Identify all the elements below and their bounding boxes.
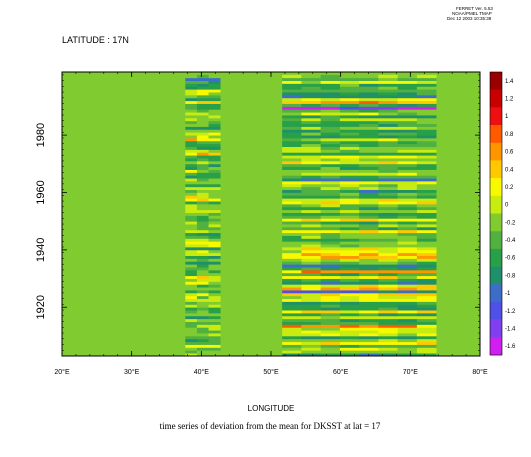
colorbar-label: 0.8 — [505, 132, 514, 138]
colorbar-label: -1.6 — [505, 344, 516, 350]
ferret-version-label: FERRET Ver. 5.53 — [456, 6, 493, 11]
colorbar-swatch — [490, 107, 502, 126]
chart-title: time series of deviation from the mean f… — [160, 421, 381, 431]
x-tick-label: 70°E — [403, 368, 419, 376]
colorbar-swatch — [490, 319, 502, 338]
colorbar-swatch — [490, 195, 502, 214]
colorbar-label: -0.2 — [505, 220, 516, 226]
colorbar-label: -1.2 — [505, 309, 516, 315]
plot-area: 20°E 30°E 40°E 50°E 60°E 70°E 80°E 1920 1940 1960… — [35, 71, 488, 376]
x-tick-label: 40°E — [194, 368, 210, 376]
colorbar-label: -0.4 — [505, 238, 516, 244]
x-tick-label: 50°E — [263, 368, 279, 376]
colorbar-swatch — [490, 266, 502, 285]
colorbar-label: 1 — [505, 114, 509, 120]
ferret-date-label: Dec 12 2003 10:35:38 — [447, 16, 492, 21]
colorbar-label: -1.4 — [505, 326, 516, 332]
colorbar: 1.4 1.2 1 0.8 0.6 0.4 0.2 0 -0.2 -0.4 -0.6 -0.8 -1 -1… — [489, 71, 516, 356]
colorbar-swatch — [490, 213, 502, 232]
colorbar-swatch — [490, 160, 502, 179]
x-tick-label: 60°E — [333, 368, 349, 376]
colorbar-swatch — [490, 72, 502, 90]
arabian-sea-field — [282, 74, 437, 357]
y-tick-label: 1940 — [35, 238, 47, 262]
x-axis-label: LONGITUDE — [248, 404, 295, 413]
red-sea-field — [185, 74, 221, 357]
colorbar-swatch — [490, 337, 502, 356]
x-tick-label: 30°E — [124, 368, 140, 376]
colorbar-label: 1.4 — [505, 79, 514, 85]
colorbar-swatch — [490, 89, 502, 108]
y-tick-label: 1920 — [35, 295, 47, 319]
colorbar-label: 0.6 — [505, 150, 514, 156]
colorbar-swatch — [490, 178, 502, 197]
y-tick-label: 1980 — [35, 123, 47, 147]
colorbar-swatch — [490, 301, 502, 320]
colorbar-swatch — [490, 142, 502, 161]
colorbar-label: -0.8 — [505, 273, 516, 279]
ferret-org-label: NOAA/PMEL TMAP — [452, 11, 492, 16]
colorbar-label: 1.2 — [505, 97, 514, 103]
colorbar-swatch — [490, 248, 502, 267]
colorbar-swatch — [490, 284, 502, 303]
chart-subtitle: LATITUDE : 17N — [62, 35, 129, 45]
colorbar-swatch — [490, 231, 502, 250]
colorbar-label: -0.6 — [505, 256, 516, 262]
x-tick-label: 80°E — [472, 368, 488, 376]
colorbar-label: 0.2 — [505, 185, 514, 191]
colorbar-swatch — [490, 125, 502, 144]
colorbar-label: -1 — [505, 291, 511, 297]
y-tick-label: 1960 — [35, 180, 47, 204]
x-tick-label: 20°E — [54, 368, 70, 376]
colorbar-label: 0.4 — [505, 167, 514, 173]
colorbar-label: 0 — [505, 203, 509, 209]
